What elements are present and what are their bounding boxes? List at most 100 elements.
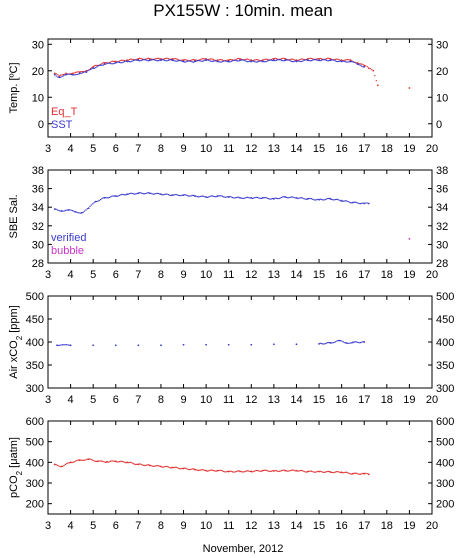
trace-point bbox=[349, 202, 352, 204]
data-point bbox=[74, 210, 77, 213]
data-point bbox=[193, 60, 196, 63]
trace-point bbox=[282, 196, 284, 198]
trace-point bbox=[348, 472, 350, 475]
trace-point bbox=[195, 60, 197, 62]
trace-point bbox=[80, 71, 82, 73]
trace-point bbox=[131, 58, 133, 60]
trace-point bbox=[140, 59, 142, 62]
trace-point bbox=[209, 58, 211, 60]
y-tick-label-left: 300 bbox=[26, 383, 44, 395]
trace-point bbox=[357, 341, 359, 344]
trace-point bbox=[293, 60, 295, 63]
trace-point bbox=[206, 59, 208, 61]
trace-point bbox=[331, 342, 333, 344]
trace-point bbox=[360, 63, 363, 65]
data-point bbox=[295, 343, 298, 346]
data-point bbox=[376, 84, 379, 87]
trace-point bbox=[117, 195, 119, 197]
trace-point bbox=[221, 59, 224, 61]
trace-point bbox=[98, 460, 100, 462]
x-tick-label: 3 bbox=[45, 394, 51, 406]
trace-point bbox=[270, 198, 272, 200]
trace-point bbox=[84, 459, 86, 461]
trace-point bbox=[167, 59, 170, 61]
x-tick-label: 15 bbox=[313, 269, 325, 281]
trace-point bbox=[84, 71, 86, 73]
trace-point bbox=[174, 194, 176, 196]
trace-point bbox=[251, 471, 254, 473]
trace-point bbox=[256, 61, 259, 63]
trace-point bbox=[325, 342, 328, 344]
x-tick-label: 20 bbox=[426, 269, 438, 281]
trace-point bbox=[302, 60, 304, 62]
x-tick-label: 6 bbox=[113, 520, 119, 532]
trace-point bbox=[110, 196, 112, 198]
trace-point bbox=[235, 197, 237, 199]
trace-point bbox=[241, 471, 244, 473]
trace-point bbox=[320, 58, 323, 60]
data-point bbox=[182, 467, 185, 470]
y-tick-label-right: 32 bbox=[436, 221, 448, 233]
trace-point bbox=[187, 60, 190, 62]
trace-point bbox=[270, 470, 272, 472]
trace-point bbox=[260, 197, 262, 200]
data-point bbox=[367, 473, 370, 476]
trace-point bbox=[341, 340, 343, 342]
trace-point bbox=[300, 469, 303, 472]
data-point bbox=[227, 59, 230, 62]
y-tick-label-left: 300 bbox=[26, 478, 44, 490]
trace-point bbox=[100, 63, 102, 66]
trace-point bbox=[248, 196, 250, 199]
trace-point bbox=[219, 195, 221, 197]
trace-point bbox=[100, 64, 102, 66]
trace-point bbox=[164, 58, 166, 60]
trace-point bbox=[112, 60, 114, 62]
trace-point bbox=[159, 58, 161, 60]
trace-point bbox=[79, 212, 82, 214]
trace-point bbox=[62, 465, 64, 467]
x-tick-label: 16 bbox=[336, 269, 348, 281]
trace-point bbox=[248, 470, 250, 472]
trace-point bbox=[197, 59, 200, 62]
trace-point bbox=[324, 58, 326, 60]
trace-point bbox=[139, 463, 141, 465]
trace-point bbox=[190, 468, 192, 470]
trace-point bbox=[151, 193, 153, 195]
data-point bbox=[160, 465, 162, 468]
trace-point bbox=[224, 471, 226, 473]
trace-point bbox=[95, 67, 97, 69]
trace-point bbox=[355, 62, 357, 64]
trace-point bbox=[359, 342, 362, 344]
trace-point bbox=[172, 58, 175, 60]
trace-point bbox=[323, 59, 325, 61]
trace-point bbox=[354, 341, 357, 343]
trace-point bbox=[83, 71, 85, 73]
trace-point bbox=[305, 198, 308, 200]
trace-point bbox=[157, 465, 160, 467]
trace-point bbox=[346, 200, 348, 202]
trace-point bbox=[184, 467, 186, 469]
trace-point bbox=[264, 469, 266, 471]
data-point bbox=[250, 197, 253, 199]
trace-point bbox=[356, 341, 358, 343]
trace-point bbox=[336, 340, 338, 342]
data-point bbox=[148, 57, 151, 60]
x-tick-label: 4 bbox=[68, 394, 74, 406]
trace-point bbox=[265, 197, 267, 199]
trace-point bbox=[146, 57, 148, 60]
trace-point bbox=[176, 58, 178, 60]
trace-point bbox=[264, 58, 266, 60]
trace-point bbox=[62, 75, 64, 77]
trace-point bbox=[290, 58, 293, 60]
trace-point bbox=[327, 470, 329, 473]
trace-point bbox=[298, 470, 300, 472]
data-point bbox=[261, 469, 264, 472]
trace-point bbox=[192, 468, 195, 470]
series-bubble bbox=[408, 237, 411, 240]
trace-point bbox=[185, 59, 187, 61]
data-point bbox=[126, 59, 128, 62]
data-point bbox=[284, 57, 287, 60]
trace-point bbox=[189, 60, 191, 62]
data-point bbox=[182, 59, 185, 62]
data-point bbox=[363, 341, 366, 343]
